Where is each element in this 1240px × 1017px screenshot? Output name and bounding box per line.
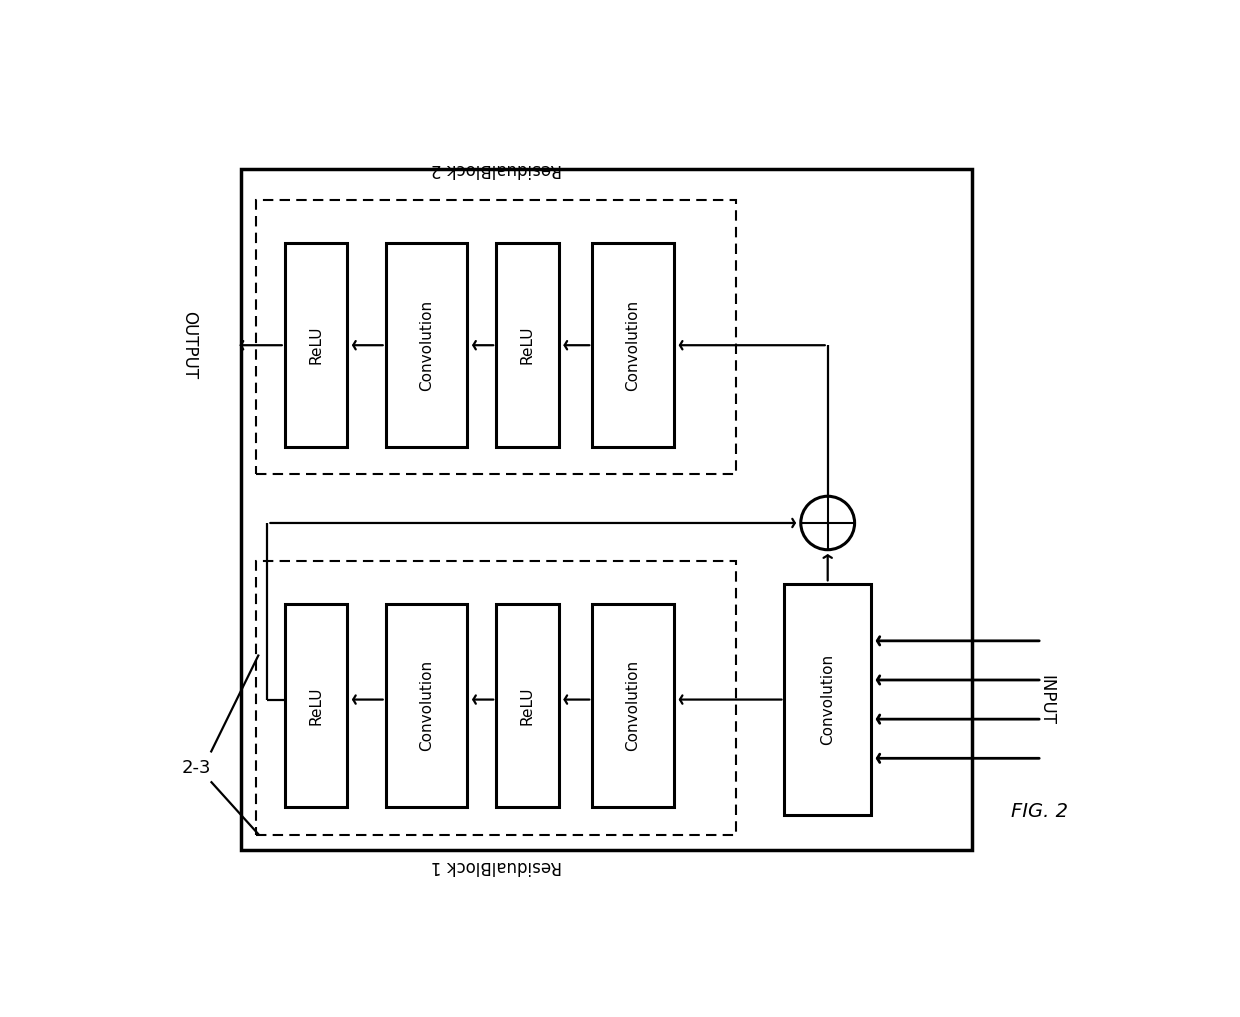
FancyBboxPatch shape: [386, 604, 467, 807]
Text: INPUT: INPUT: [1038, 674, 1055, 724]
Text: ResidualBlock 2: ResidualBlock 2: [430, 161, 562, 178]
Text: Convolution: Convolution: [626, 660, 641, 751]
Text: OUTPUT: OUTPUT: [180, 311, 197, 379]
FancyBboxPatch shape: [496, 243, 558, 447]
Text: 2-3: 2-3: [182, 759, 211, 777]
Text: Convolution: Convolution: [626, 300, 641, 391]
Text: FIG. 2: FIG. 2: [1011, 801, 1068, 821]
Ellipse shape: [801, 496, 854, 550]
FancyBboxPatch shape: [242, 169, 972, 850]
Text: ReLU: ReLU: [309, 326, 324, 364]
Text: Convolution: Convolution: [419, 300, 434, 391]
FancyBboxPatch shape: [593, 604, 675, 807]
Text: Convolution: Convolution: [820, 654, 836, 745]
FancyBboxPatch shape: [785, 584, 870, 815]
Text: Convolution: Convolution: [419, 660, 434, 751]
FancyBboxPatch shape: [255, 200, 737, 474]
FancyBboxPatch shape: [285, 604, 347, 807]
Text: ReLU: ReLU: [520, 686, 534, 725]
FancyBboxPatch shape: [285, 243, 347, 447]
Text: ReLU: ReLU: [520, 326, 534, 364]
FancyBboxPatch shape: [386, 243, 467, 447]
FancyBboxPatch shape: [496, 604, 558, 807]
Text: ResidualBlock 1: ResidualBlock 1: [430, 856, 562, 875]
FancyBboxPatch shape: [255, 560, 737, 835]
FancyBboxPatch shape: [593, 243, 675, 447]
Text: ReLU: ReLU: [309, 686, 324, 725]
